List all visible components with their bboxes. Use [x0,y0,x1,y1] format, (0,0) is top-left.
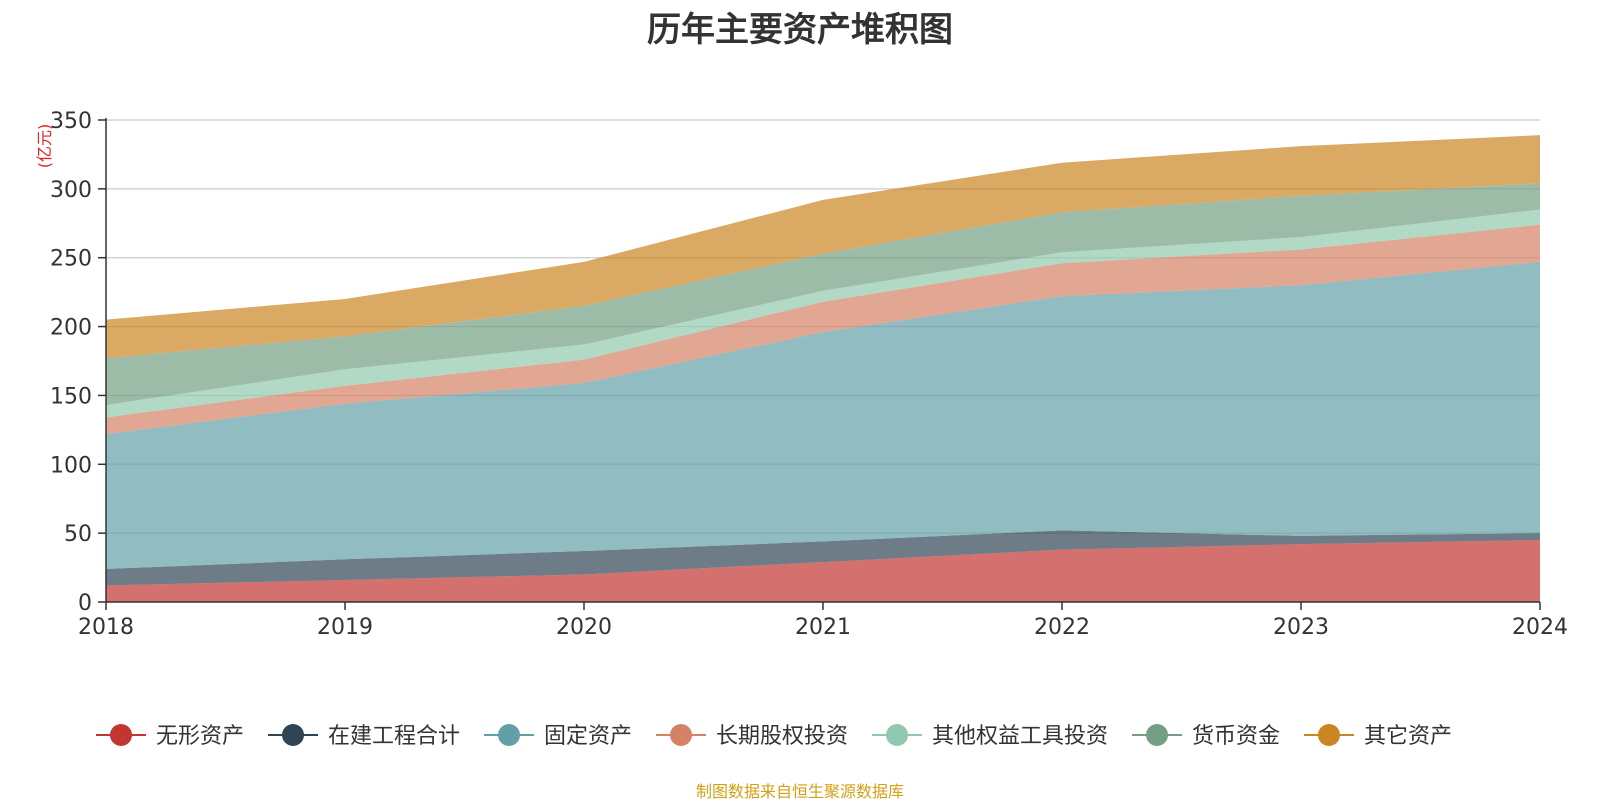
x-tick-label: 2018 [78,615,134,640]
area-series-3 [106,261,1540,569]
legend-marker [1146,724,1168,746]
legend-item-4[interactable]: 长期股权投资 [656,724,848,749]
legend-item-7[interactable]: 其它资产 [1304,724,1452,749]
legend-marker [110,724,132,746]
x-tick-label: 2021 [795,615,851,640]
legend-label: 固定资产 [544,724,632,749]
legend-marker [282,724,304,746]
x-tick-label: 2024 [1512,615,1568,640]
y-tick-label: 100 [50,453,92,478]
legend-label: 无形资产 [156,724,244,749]
y-tick-label: 250 [50,247,92,272]
x-tick-label: 2023 [1273,615,1329,640]
legend: 无形资产 在建工程合计 固定资产 长期股权投资 其他权益工具投资 货币资金 其它资产 [96,724,1452,749]
area-series-2 [106,530,1540,586]
y-tick-label: 350 [50,109,92,134]
legend-label: 长期股权投资 [716,724,848,749]
area-series-6 [106,183,1540,406]
legend-marker [1318,724,1340,746]
legend-label: 在建工程合计 [328,724,460,749]
y-tick-label: 0 [78,591,92,616]
legend-item-6[interactable]: 货币资金 [1132,724,1280,749]
y-tick-label: 150 [50,384,92,409]
legend-item-3[interactable]: 固定资产 [484,724,632,749]
y-tick-label: 50 [64,522,92,547]
legend-label: 货币资金 [1192,724,1280,749]
x-tick-label: 2020 [556,615,612,640]
area-series-7 [106,135,1540,359]
chart-title: 历年主要资产堆积图 [647,10,953,50]
legend-marker [670,724,692,746]
area-series-5 [106,209,1540,418]
legend-item-2[interactable]: 在建工程合计 [268,724,460,749]
legend-item-1[interactable]: 无形资产 [96,724,244,749]
axes: 0 50 100 150 200 250 300 350 2018 2019 2020 2021 202… [35,109,1568,640]
legend-label: 其他权益工具投资 [932,724,1108,749]
area-series-layer [106,135,1540,602]
source-note: 制图数据来自恒生聚源数据库 [695,782,904,801]
x-tick-label: 2019 [317,615,373,640]
legend-marker [498,724,520,746]
area-series-4 [106,224,1540,434]
x-tick-label: 2022 [1034,615,1090,640]
y-tick-label: 300 [50,178,92,203]
legend-marker [886,724,908,746]
area-series-1 [106,540,1540,602]
legend-label: 其它资产 [1364,724,1452,749]
legend-item-5[interactable]: 其他权益工具投资 [872,724,1108,749]
y-tick-label: 200 [50,316,92,341]
y-axis-unit-label: (亿元) [35,124,54,169]
